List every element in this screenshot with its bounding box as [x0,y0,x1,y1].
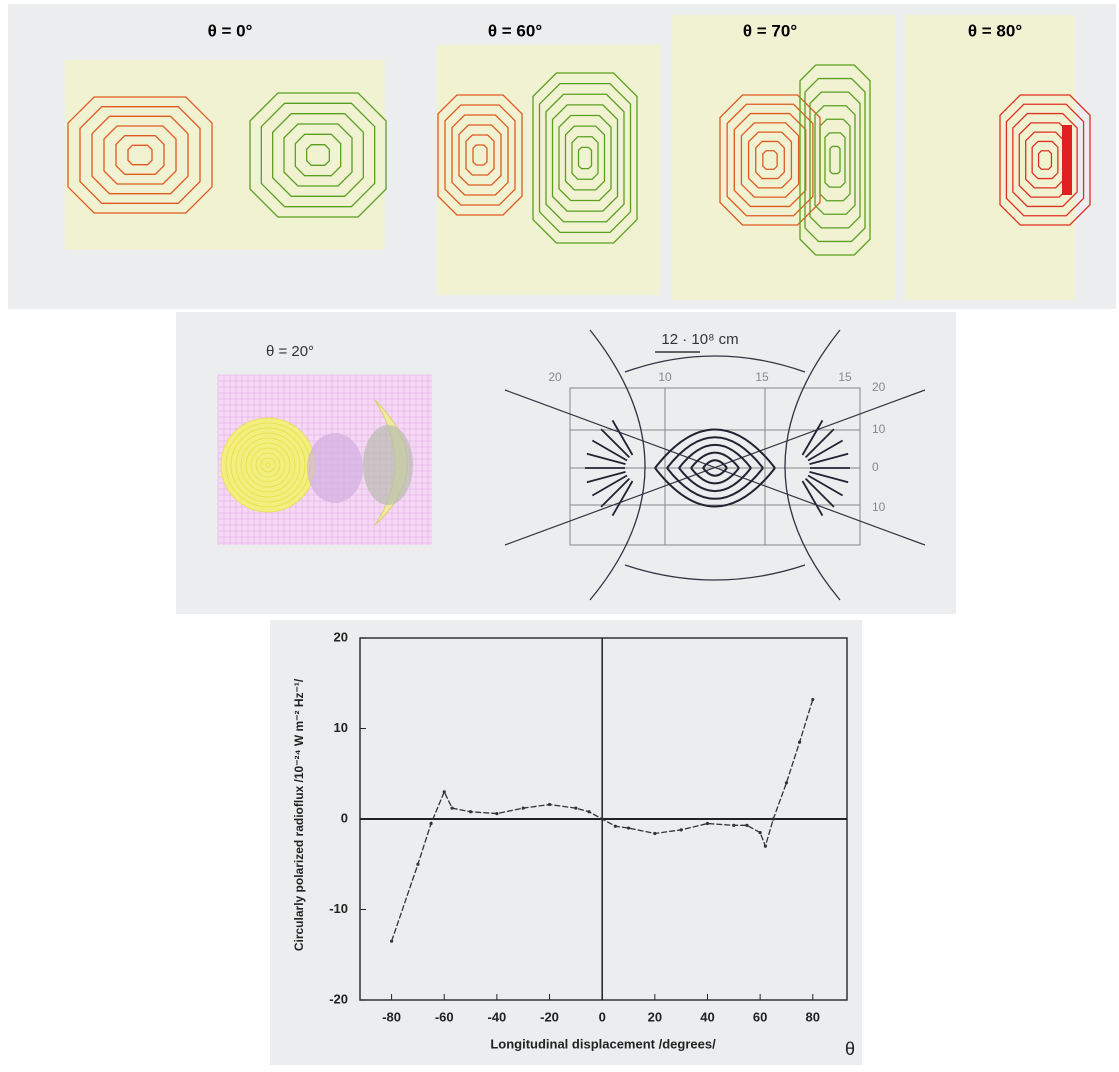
y-tick-label: 20 [334,629,348,644]
x-tick-label: 40 [700,1009,714,1024]
data-point [451,807,454,810]
data-point [614,825,617,828]
panel-bg [672,15,895,300]
panel-bg [905,15,1075,300]
data-point [653,832,656,835]
diagram-label: 20 [548,370,562,384]
data-point [732,824,735,827]
data-point [601,817,604,820]
data-point [495,812,498,815]
data-point [785,781,788,784]
x-tick-label: -80 [382,1009,401,1024]
data-point [745,824,748,827]
data-point [416,863,419,866]
data-point [390,940,393,943]
data-point [429,822,432,825]
x-tick-label: 0 [599,1009,606,1024]
y-tick-label: 10 [334,720,348,735]
scale-label: 12 · 10⁸ cm [661,331,738,348]
purple-blob [307,433,363,503]
data-point [443,790,446,793]
panel-label: θ = 20° [266,343,314,360]
data-point [764,845,767,848]
data-point [574,807,577,810]
figure: θ = 0° θ = 60° θ = 70° θ = 80° θ = 20° 2… [0,0,1119,1067]
panel-label: θ = 70° [743,21,797,40]
gray-blob [363,425,413,505]
diagram-label: 15 [838,370,852,384]
yellow-disc [221,418,315,512]
panel-bg [65,60,385,250]
y-axis-label: Circularly polarized radioflux /10⁻²⁴ W … [292,678,306,951]
x-tick-label: -20 [540,1009,559,1024]
diagram-label: 15 [755,370,769,384]
data-point [680,828,683,831]
contour-core [1062,125,1072,195]
data-point [706,822,709,825]
data-point [522,807,525,810]
panel-label: θ = 80° [968,21,1022,40]
y-tick-label: -20 [329,991,348,1006]
panel-label: θ = 0° [208,21,253,40]
data-point [811,698,814,701]
data-point [627,826,630,829]
diagram-label: 10 [658,370,672,384]
diagram-label: 0 [872,460,879,474]
x-tick-label: -60 [435,1009,454,1024]
data-point [587,810,590,813]
x-symbol: θ [845,1039,855,1059]
x-tick-label: -40 [487,1009,506,1024]
x-tick-label: 80 [806,1009,820,1024]
y-tick-label: -10 [329,901,348,916]
data-point [548,803,551,806]
x-axis-label: Longitudinal displacement /degrees/ [490,1036,716,1051]
data-point [798,740,801,743]
data-point [759,831,762,834]
diagram-label: 10 [872,500,886,514]
chart-bg [270,620,862,1065]
data-point [772,817,775,820]
diagram-label: 20 [872,380,886,394]
page: θ = 0° θ = 60° θ = 70° θ = 80° θ = 20° 2… [0,0,1119,1072]
diagram-label: 10 [872,422,886,436]
x-tick-label: 60 [753,1009,767,1024]
panel-bg [437,45,660,295]
panel-label: θ = 60° [488,21,542,40]
x-tick-label: 20 [648,1009,662,1024]
y-tick-label: 0 [341,810,348,825]
data-point [469,810,472,813]
